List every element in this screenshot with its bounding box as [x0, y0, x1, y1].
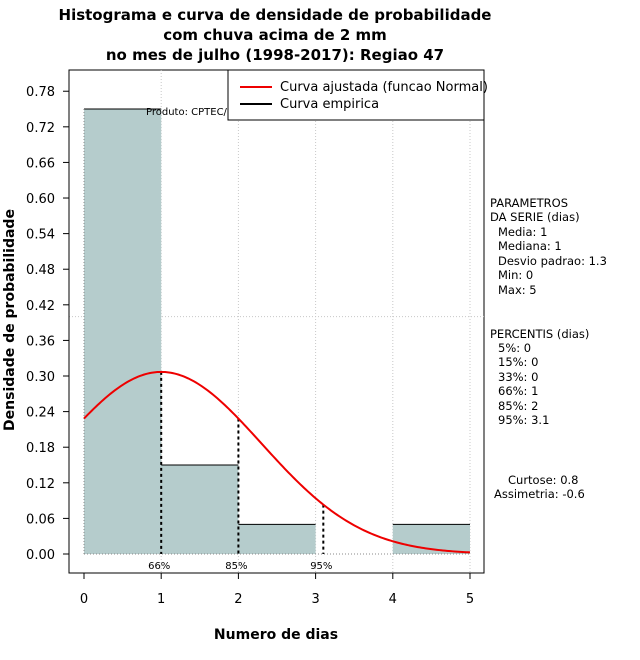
- legend: Curva ajustada (funcao Normal) Curva emp…: [227, 69, 488, 121]
- param-media: Media: 1: [498, 225, 547, 239]
- y-axis: 0.00 0.06 0.12 0.18 0.24 0.30 0.36 0.42 0.48 0.54…: [26, 85, 70, 563]
- side-panel: PARAMETROS DA SERIE (dias) Media: 1 Medi…: [490, 196, 607, 501]
- histogram-bar-0: [84, 109, 162, 555]
- y-tick-label-7: 0.42: [26, 299, 55, 314]
- x-tick-label-3: 3: [311, 592, 319, 607]
- x-tick-label-0: 0: [80, 592, 88, 607]
- credit-text: Produto: CPTEC/INPE: [146, 107, 250, 118]
- percentis-title: PERCENTIS (dias): [490, 327, 589, 341]
- param-mediana: Mediana: 1: [498, 239, 562, 253]
- x-tick-label-1: 1: [157, 592, 165, 607]
- y-tick-label-2: 0.12: [26, 477, 55, 492]
- y-tick-label-8: 0.48: [26, 263, 55, 278]
- param-min: Min: 0: [498, 268, 533, 282]
- param-max: Max: 5: [498, 283, 537, 297]
- y-tick-label-4: 0.24: [26, 406, 55, 421]
- y-tick-label-6: 0.36: [26, 334, 55, 349]
- curtose-text: Curtose: 0.8: [508, 473, 578, 487]
- params-title-2: DA SERIE (dias): [490, 210, 580, 224]
- legend-label-empirical: Curva empirica: [280, 97, 379, 112]
- y-tick-label-5: 0.30: [26, 370, 55, 385]
- y-tick-label-11: 0.66: [26, 156, 55, 171]
- percentil-85: 85%: 2: [498, 399, 538, 413]
- histogram-bar-2: [238, 524, 316, 554]
- x-axis: 0 1 2 3 4 5: [80, 572, 474, 607]
- percentil-15: 15%: 0: [498, 355, 538, 369]
- y-axis-title: Densidade de probabilidade: [2, 209, 18, 431]
- legend-label-fitted: Curva ajustada (funcao Normal): [280, 80, 488, 95]
- histogram-bar-1: [161, 465, 239, 554]
- percentil-95: 95%: 3.1: [498, 413, 549, 427]
- y-tick-label-1: 0.06: [26, 512, 55, 527]
- y-tick-label-3: 0.18: [26, 441, 55, 456]
- y-tick-label-0: 0.00: [26, 548, 55, 563]
- percentile-label-1: 85%: [225, 561, 247, 572]
- normal-curve: [83, 370, 471, 554]
- y-tick-label-9: 0.54: [26, 228, 55, 243]
- percentil-33: 33%: 0: [498, 370, 538, 384]
- x-tick-label-4: 4: [389, 592, 397, 607]
- percentil-66: 66%: 1: [498, 384, 538, 398]
- assimetria-text: Assimetria: -0.6: [494, 487, 585, 501]
- params-title-1: PARAMETROS: [490, 196, 568, 210]
- percentile-label-0: 66%: [148, 561, 170, 572]
- percentile-label-2: 95%: [310, 561, 332, 572]
- y-tick-label-12: 0.72: [26, 121, 55, 136]
- bars-layer: [83, 108, 470, 555]
- chart-title-line-2: com chuva acima de 2 mm: [163, 26, 387, 44]
- x-tick-label-2: 2: [234, 592, 242, 607]
- y-tick-label-10: 0.60: [26, 192, 55, 207]
- legend-box: [227, 69, 485, 121]
- percentil-5: 5%: 0: [498, 341, 531, 355]
- chart-title-line-3: no mes de julho (1998-2017): Regiao 47: [106, 46, 444, 64]
- percentile-lines-layer: 66% 85% 95%: [148, 371, 332, 572]
- chart-title-line-1: Histograma e curva de densidade de proba…: [59, 6, 492, 24]
- curve-layer: [83, 370, 471, 554]
- param-desvio: Desvio padrao: 1.3: [498, 254, 607, 268]
- x-axis-title: Numero de dias: [214, 627, 338, 643]
- x-tick-label-5: 5: [466, 592, 474, 607]
- y-tick-label-13: 0.78: [26, 85, 55, 100]
